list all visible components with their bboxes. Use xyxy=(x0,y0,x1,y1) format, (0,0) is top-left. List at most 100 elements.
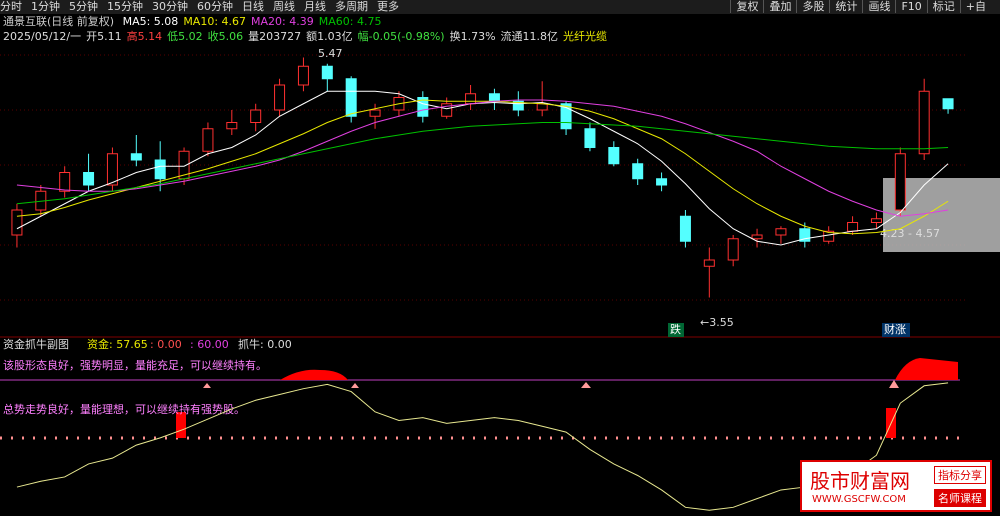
wm-name: 股市财富网 xyxy=(810,469,910,493)
candle-body xyxy=(870,218,882,223)
candle-body xyxy=(608,147,620,165)
info-item: 流通11.8亿 xyxy=(500,30,559,43)
tab[interactable]: 更多 xyxy=(377,0,399,13)
tool-button[interactable]: F10 xyxy=(895,0,927,13)
low-label: ←3.55 xyxy=(700,316,734,329)
tab[interactable]: 分时 xyxy=(0,0,22,13)
tool-button[interactable]: 画线 xyxy=(862,0,896,13)
sub-value: : 60.00 xyxy=(190,338,229,351)
candle-body xyxy=(847,222,859,232)
tab[interactable]: 30分钟 xyxy=(152,0,188,13)
candle-body xyxy=(226,122,238,130)
legend-entry: MA5: 5.08 xyxy=(122,15,179,28)
candle-body xyxy=(632,163,644,180)
candle-body xyxy=(894,153,906,211)
wm-url: WWW.GSCFW.COM xyxy=(812,494,906,505)
candle-body xyxy=(130,153,142,161)
signal-marks xyxy=(203,380,899,388)
tool-button[interactable]: 叠加 xyxy=(763,0,797,13)
grid xyxy=(0,54,965,301)
candle-body xyxy=(202,128,214,152)
sub-title: 资金抓牛副图 xyxy=(3,337,69,351)
info-item: 光纤光缆 xyxy=(563,30,608,43)
sub-value: : 0.00 xyxy=(150,338,182,351)
tab[interactable]: 日线 xyxy=(242,0,264,13)
candle-body xyxy=(11,209,23,236)
tool-button[interactable]: 复权 xyxy=(730,0,764,13)
info-item: 2025/05/12/一 xyxy=(3,30,82,43)
candle-body xyxy=(465,93,477,105)
line xyxy=(16,99,949,235)
candle-body xyxy=(154,159,166,180)
tab[interactable]: 15分钟 xyxy=(107,0,143,13)
candle-body xyxy=(942,98,954,110)
tab[interactable]: 多周期 xyxy=(335,0,368,13)
signal-area xyxy=(280,369,348,380)
tab[interactable]: 周线 xyxy=(273,0,295,13)
info-item: 高5.14 xyxy=(126,30,163,43)
tab[interactable]: 月线 xyxy=(304,0,326,13)
range-label: 4.23 - 4.57 xyxy=(880,227,940,240)
candle-body xyxy=(679,215,691,242)
wm-btn[interactable]: 名师课程 xyxy=(934,489,986,507)
legend-entry: MA60: 4.75 xyxy=(318,15,382,28)
info-item: 收5.06 xyxy=(207,30,244,43)
info-item: 开5.11 xyxy=(86,30,122,43)
tag: 财涨 xyxy=(884,322,906,336)
candle-body xyxy=(918,90,930,155)
toolbar: 分时 1分钟 5分钟 15分钟 30分钟 60分钟 日线 周线 月线 多周期 更多 复权 叠加 多股 统计画… xyxy=(0,0,1000,14)
line xyxy=(16,122,949,205)
tool-button[interactable]: 统计 xyxy=(829,0,863,13)
candle-body xyxy=(441,103,453,117)
tab[interactable]: 5分钟 xyxy=(69,0,98,13)
legend-entry: MA10: 4.67 xyxy=(183,15,247,28)
line xyxy=(16,99,949,217)
info-item: 量203727 xyxy=(248,30,302,43)
candle-body xyxy=(799,228,811,242)
candle-body xyxy=(250,109,262,123)
tab[interactable]: 1分钟 xyxy=(31,0,60,13)
line xyxy=(16,382,949,511)
candle-body xyxy=(345,78,357,117)
sub-legend: 资金: 57.65 xyxy=(87,337,148,351)
candle-body xyxy=(297,65,309,86)
candle-body xyxy=(59,172,71,192)
tool-button[interactable]: +自 xyxy=(959,0,991,13)
legend-row: 通景互联(日线 前复权) MA5: 5.08 MA10: 4.67 MA20: 4.… xyxy=(3,15,391,29)
candle-body xyxy=(751,234,763,240)
tool-button[interactable]: 多股 xyxy=(796,0,830,13)
info-item: 低5.02 xyxy=(167,30,203,43)
message: 该股形态良好，强势明显，量能充足，可以继续持有。 xyxy=(3,358,267,372)
candle-body xyxy=(369,109,381,117)
info-item: 幅-0.05(-0.98%) xyxy=(357,30,445,43)
message: 总势走势良好，量能理想，可以继续持有强势股。 xyxy=(3,402,245,416)
candle-body xyxy=(488,93,500,102)
info-row: 2025/05/12/一 开5.11 高5.14 低5.02 收5.06 量203727 额… xyxy=(3,30,612,44)
candle-body xyxy=(512,100,524,111)
tool-button[interactable]: 标记 xyxy=(926,0,960,13)
candle-body xyxy=(560,103,572,130)
candle-body xyxy=(536,103,548,111)
watermark: 股市财富网 WWW.GSCFW.COM 指标分享 名师课程 xyxy=(800,460,992,512)
line xyxy=(16,90,949,246)
tag: 跌 xyxy=(670,322,681,336)
info-item: 额1.03亿 xyxy=(306,30,353,43)
signal-bar xyxy=(176,412,186,438)
stock-title: 通景互联(日线 前复权) xyxy=(3,15,115,28)
tag-bg xyxy=(668,323,684,337)
candle-body xyxy=(274,84,286,111)
sub-value: 抓牛: 0.00 xyxy=(238,337,292,351)
candle-body xyxy=(106,153,118,186)
candle-body xyxy=(417,97,429,117)
info-item: 换1.73% xyxy=(449,30,496,43)
candle-body xyxy=(83,172,95,186)
high-label: 5.47 xyxy=(318,47,343,60)
tab[interactable]: 60分钟 xyxy=(197,0,233,13)
wm-btn[interactable]: 指标分享 xyxy=(934,466,986,484)
candle-body xyxy=(703,259,715,267)
candle-body xyxy=(321,65,333,80)
candle-body xyxy=(727,238,739,261)
candle-body xyxy=(775,228,787,236)
